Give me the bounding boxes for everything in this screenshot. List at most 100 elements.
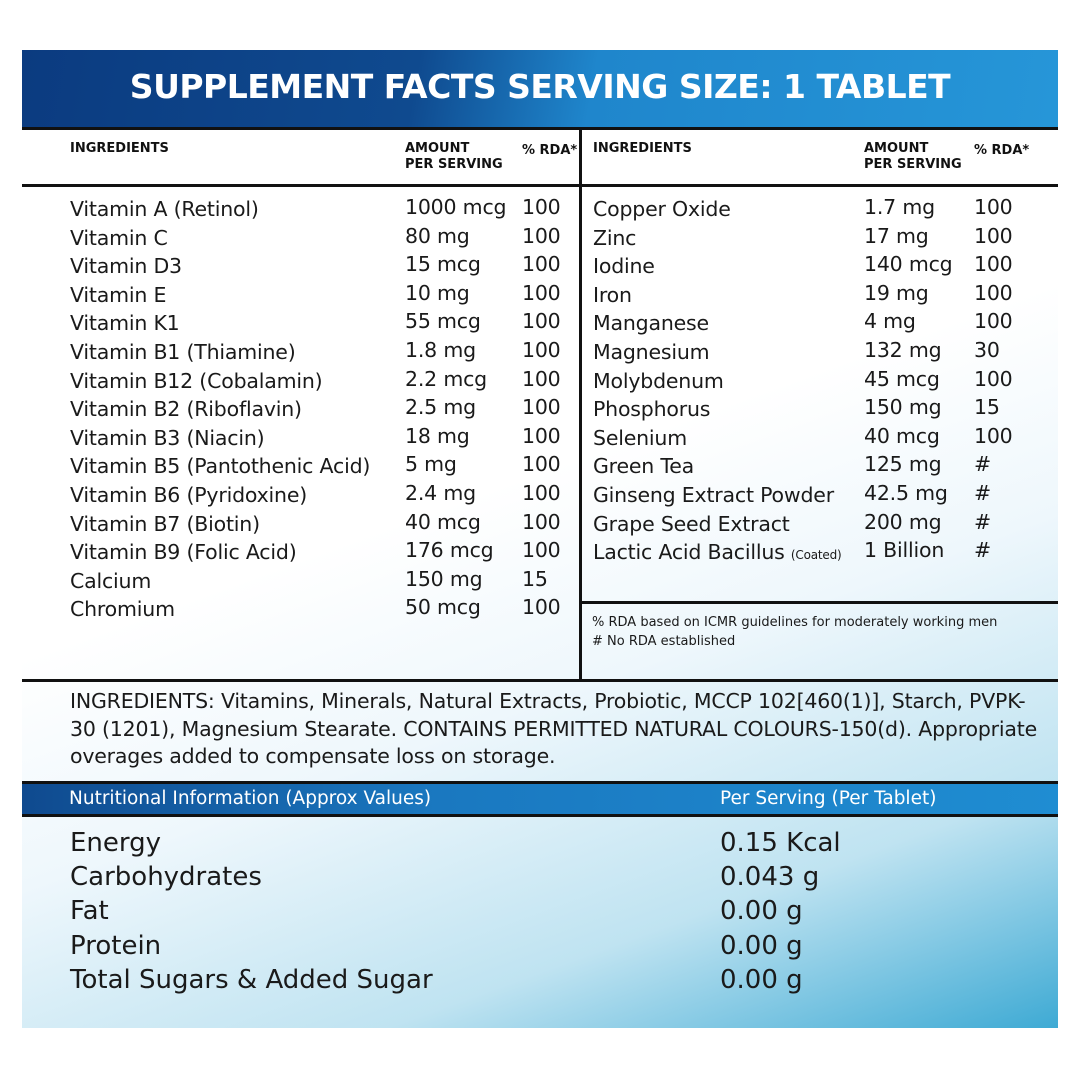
ingredient-amount: 5 mg bbox=[405, 452, 457, 477]
ingredient-amount: 50 mcg bbox=[405, 595, 481, 620]
ingredient-name: Vitamin B5 (Pantothenic Acid) bbox=[70, 454, 371, 479]
ingredient-name-text: Zinc bbox=[593, 225, 637, 250]
ingredient-name: Vitamin B3 (Niacin) bbox=[70, 425, 265, 450]
ingredient-name-text: Copper Oxide bbox=[593, 197, 731, 221]
ingredient-amount: 4 mg bbox=[864, 309, 916, 334]
ingredient-amount: 2.4 mg bbox=[405, 481, 476, 505]
divider bbox=[22, 127, 1058, 130]
ingredient-name-text: Grape Seed Extract bbox=[593, 511, 790, 536]
ingredient-amount: 15 mcg bbox=[405, 252, 481, 277]
col-amount-right: AMOUNT PER SERVING bbox=[864, 141, 962, 173]
ingredient-name: Vitamin A (Retinol) bbox=[70, 197, 259, 221]
ingredient-name: Grape Seed Extract bbox=[593, 510, 790, 539]
ingredient-name: Lactic Acid Bacillus (Coated) bbox=[593, 538, 842, 570]
divider bbox=[581, 601, 1058, 604]
ingredient-name-text: Manganese bbox=[593, 311, 709, 336]
nutrient-value: 0.043 g bbox=[720, 862, 820, 893]
footnotes: % RDA based on ICMR guidelines for moder… bbox=[592, 613, 997, 651]
column-divider bbox=[579, 128, 582, 681]
ingredient-rda: 100 bbox=[522, 481, 561, 505]
ingredient-rda: 100 bbox=[974, 223, 1013, 248]
ingredient-name: Vitamin B6 (Pyridoxine) bbox=[70, 483, 308, 507]
ingredient-name: Green Tea bbox=[593, 452, 694, 481]
ingredient-amount: 150 mg bbox=[864, 395, 942, 420]
ingredient-name: Manganese bbox=[593, 309, 709, 338]
ingredient-amount: 45 mcg bbox=[864, 366, 940, 391]
ingredient-rda: 100 bbox=[974, 252, 1013, 277]
ingredient-amount: 40 mcg bbox=[405, 509, 481, 534]
col-rda-left: % RDA* bbox=[522, 143, 578, 158]
ingredient-rda: 100 bbox=[522, 452, 561, 477]
ingredient-rda: 100 bbox=[522, 538, 561, 563]
ingredient-name-text: Selenium bbox=[593, 425, 687, 450]
col-label: PER SERVING bbox=[864, 157, 962, 172]
ingredient-name-text: Iodine bbox=[593, 254, 655, 279]
divider bbox=[22, 184, 1058, 187]
ingredient-note: (Coated) bbox=[790, 548, 842, 563]
ingredient-name-text: Phosphorus bbox=[593, 397, 711, 422]
nutrient-name: Fat bbox=[70, 896, 109, 927]
col-label: AMOUNT bbox=[864, 141, 929, 156]
ingredient-name-text: Molybdenum bbox=[593, 368, 724, 393]
ingredient-amount: 19 mg bbox=[864, 280, 929, 305]
ingredient-amount: 55 mcg bbox=[405, 309, 481, 334]
ingredient-name-text: Lactic Acid Bacillus bbox=[593, 540, 785, 565]
ingredient-rda: 100 bbox=[974, 309, 1013, 334]
ingredient-amount: 40 mcg bbox=[864, 423, 940, 448]
nutrient-name: Carbohydrates bbox=[70, 862, 262, 893]
ingredient-rda: 100 bbox=[522, 595, 561, 620]
ingredient-name: Vitamin B12 (Cobalamin) bbox=[70, 368, 323, 393]
nutrient-value: 0.00 g bbox=[720, 896, 803, 927]
divider bbox=[22, 679, 1058, 682]
footnote: % RDA based on ICMR guidelines for moder… bbox=[592, 615, 998, 630]
ingredient-rda: # bbox=[974, 452, 991, 477]
col-rda-right: % RDA* bbox=[974, 143, 1030, 158]
ingredient-name: Selenium bbox=[593, 424, 687, 453]
ingredient-name: Vitamin B9 (Folic Acid) bbox=[70, 540, 297, 565]
ingredient-amount: 2.5 mg bbox=[405, 395, 476, 420]
ingredient-amount: 1.7 mg bbox=[864, 195, 935, 219]
ingredient-rda: 100 bbox=[522, 223, 561, 248]
ingredient-name: Vitamin B1 (Thiamine) bbox=[70, 340, 296, 364]
ingredient-name: Vitamin D3 bbox=[70, 254, 182, 279]
ingredient-name: Iodine bbox=[593, 252, 655, 281]
col-ingredients-left: INGREDIENTS bbox=[70, 141, 169, 156]
ingredient-name-text: Magnesium bbox=[593, 340, 710, 364]
ingredient-rda: 100 bbox=[522, 280, 561, 305]
ingredient-rda: 100 bbox=[974, 423, 1013, 448]
ingredient-name: Copper Oxide bbox=[593, 195, 731, 224]
ingredient-amount: 125 mg bbox=[864, 452, 942, 477]
col-label: PER SERVING bbox=[405, 157, 503, 172]
ingredient-amount: 42.5 mg bbox=[864, 481, 948, 505]
ingredient-name-text: Green Tea bbox=[593, 454, 695, 479]
ingredient-amount: 80 mg bbox=[405, 223, 470, 248]
footnote: # No RDA established bbox=[592, 634, 736, 649]
nutrient-value: 0.00 g bbox=[720, 964, 803, 995]
ingredient-name: Molybdenum bbox=[593, 367, 724, 396]
ingredient-name: Vitamin B7 (Biotin) bbox=[70, 511, 260, 536]
nutrient-name: Energy bbox=[70, 828, 162, 858]
ingredient-amount: 10 mg bbox=[405, 280, 470, 305]
ingredient-name: Ginseng Extract Powder bbox=[593, 481, 834, 510]
ingredient-name-text: Ginseng Extract Powder bbox=[593, 483, 834, 507]
ingredient-rda: 100 bbox=[522, 338, 561, 362]
ingredient-name-text: Iron bbox=[593, 282, 632, 307]
ingredient-amount: 150 mg bbox=[405, 566, 483, 591]
nutrient-value: 0.00 g bbox=[720, 930, 803, 961]
ingredient-name: Zinc bbox=[593, 224, 636, 253]
ingredient-name: Vitamin C bbox=[70, 225, 168, 250]
ingredient-rda: 100 bbox=[974, 366, 1013, 391]
ingredient-amount: 132 mg bbox=[864, 338, 942, 362]
nutrient-name: Total Sugars & Added Sugar bbox=[70, 964, 433, 995]
nutrient-name: Protein bbox=[70, 930, 162, 961]
ingredient-name: Iron bbox=[593, 281, 632, 310]
ingredient-rda: 100 bbox=[974, 195, 1013, 219]
ingredient-amount: 18 mg bbox=[405, 423, 470, 448]
ingredient-rda: 100 bbox=[522, 195, 561, 219]
ingredient-name: Phosphorus bbox=[593, 395, 710, 424]
col-amount-left: AMOUNT PER SERVING bbox=[405, 141, 503, 173]
ingredient-amount: 176 mcg bbox=[405, 538, 494, 563]
ingredient-rda: 100 bbox=[522, 366, 561, 391]
col-label: AMOUNT bbox=[405, 141, 470, 156]
ingredients-text: INGREDIENTS: Vitamins, Minerals, Natural… bbox=[70, 689, 1037, 768]
